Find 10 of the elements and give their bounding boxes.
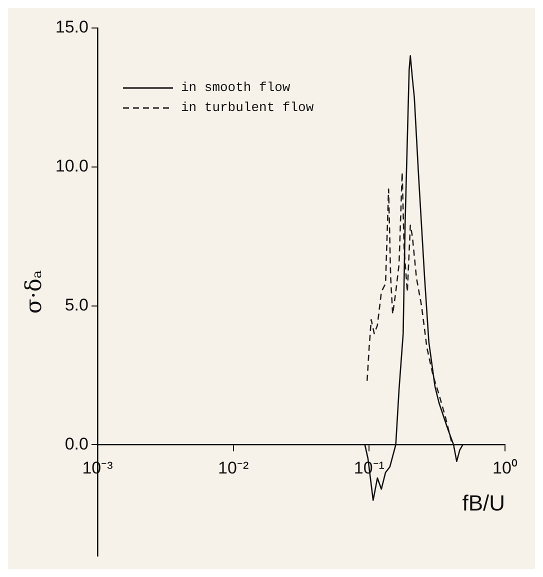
y-tick-label: 10.0: [55, 156, 88, 176]
y-tick-label: 0.0: [64, 434, 88, 454]
y-tick-label: 15.0: [55, 18, 88, 37]
legend-label: in turbulent flow: [181, 99, 314, 117]
x-tick-label: 10⁰: [492, 458, 518, 478]
x-axis-title: fB/U: [462, 490, 505, 516]
y-tick-label: 5.0: [64, 295, 88, 314]
x-tick-label: 10⁻²: [218, 458, 249, 478]
y-axis-title: σ·δₐ: [22, 270, 47, 314]
legend-label: in smooth flow: [181, 79, 290, 97]
